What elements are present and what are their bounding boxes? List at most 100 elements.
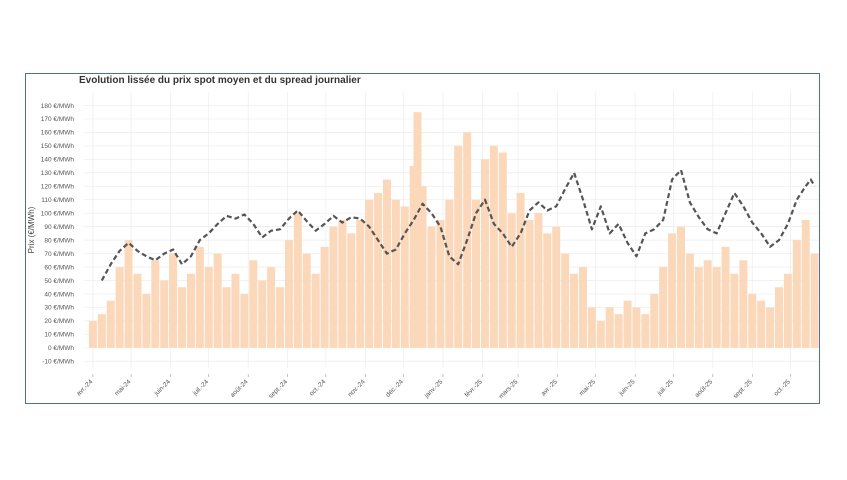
spread-bar xyxy=(543,233,552,348)
spread-bar xyxy=(703,260,712,348)
spread-bar xyxy=(267,267,276,348)
spread-bar xyxy=(338,219,347,348)
spread-bar xyxy=(347,233,356,348)
spread-bar xyxy=(293,213,302,348)
spread-bar xyxy=(160,280,169,348)
spread-bar xyxy=(570,273,579,348)
spread-bar xyxy=(329,226,338,348)
y-tick-label: 60 €/MWh xyxy=(44,264,74,271)
spread-bar xyxy=(418,186,427,348)
spread-bar xyxy=(480,159,489,348)
x-tick-label: avr.-24 xyxy=(75,378,94,397)
spread-bar xyxy=(578,267,587,348)
spread-bar xyxy=(472,199,481,348)
spread-bar xyxy=(748,293,757,348)
spread-bar xyxy=(561,253,570,348)
x-tick-label: juil.-24 xyxy=(191,378,210,397)
spread-bar xyxy=(623,300,632,348)
y-tick-label: 40 €/MWh xyxy=(44,291,74,298)
x-tick-label: mars-25 xyxy=(498,378,520,400)
x-tick-label: nov.-24 xyxy=(347,378,367,398)
y-axis-label: Prix (€/MWh) xyxy=(27,206,36,253)
spread-bar xyxy=(774,287,784,348)
spread-bar xyxy=(133,273,142,348)
spread-bar xyxy=(676,226,685,348)
x-tick-label: août-24 xyxy=(229,378,250,399)
spread-bar xyxy=(249,260,258,348)
spread-bar xyxy=(231,273,240,348)
x-tick-label: août-25 xyxy=(694,378,715,399)
chart-frame: -10 €/MWh 0 €/MWh 10 €/MWh 20 €/MWh 30 €/MWh… xyxy=(25,73,820,404)
spread-bar xyxy=(311,273,320,348)
spread-bar xyxy=(276,287,285,348)
y-tick-label: 140 €/MWh xyxy=(41,157,75,164)
spread-bar xyxy=(534,213,543,348)
spread-bar xyxy=(489,145,498,348)
y-tick-label: 170 €/MWh xyxy=(41,116,75,123)
spread-bar xyxy=(801,219,810,348)
y-tick-label: 110 €/MWh xyxy=(41,197,74,204)
spread-bar xyxy=(810,253,819,348)
spread-bar xyxy=(204,267,213,348)
spread-bar xyxy=(498,152,507,348)
spread-bar xyxy=(391,199,400,348)
y-tick-label: 160 €/MWh xyxy=(41,130,75,137)
y-tick-label: 70 €/MWh xyxy=(44,251,74,258)
spread-bar xyxy=(792,240,801,348)
spread-bar xyxy=(694,267,703,348)
spread-bar xyxy=(614,314,623,348)
x-tick-label: mai-25 xyxy=(578,378,597,397)
y-tick-label: 90 €/MWh xyxy=(44,224,74,231)
y-tick-label: 80 €/MWh xyxy=(44,237,74,244)
spread-bar xyxy=(783,273,792,348)
y-tick-label: 0 €/MWh xyxy=(48,345,74,352)
spread-bar xyxy=(445,199,454,348)
spread-bar xyxy=(302,253,311,348)
y-tick-label: 10 €/MWh xyxy=(44,332,74,339)
spread-bar xyxy=(151,260,160,348)
spread-bar xyxy=(757,300,766,348)
y-tick-label: 20 €/MWh xyxy=(44,318,74,325)
x-tick-label: oct.-24 xyxy=(308,378,327,397)
y-tick-label: 120 €/MWh xyxy=(41,184,75,191)
spread-bar xyxy=(712,267,721,348)
spread-bar xyxy=(436,219,445,348)
y-tick-label: 50 €/MWh xyxy=(44,278,74,285)
spread-bar xyxy=(88,320,97,348)
spread-bar xyxy=(186,273,195,348)
spread-bar xyxy=(97,314,106,348)
y-tick-label: 130 €/MWh xyxy=(41,170,75,177)
x-tick-label: sept.-24 xyxy=(268,378,290,400)
y-tick-label: 100 €/MWh xyxy=(41,210,75,217)
x-tick-label: mai-24 xyxy=(114,378,133,397)
spread-bar xyxy=(516,192,525,348)
x-tick-label: oct.-25 xyxy=(773,378,792,397)
spread-bar xyxy=(650,293,659,348)
spread-bar xyxy=(169,253,178,348)
x-tick-label: janv.-25 xyxy=(423,378,445,400)
spread-bar xyxy=(659,267,668,348)
y-tick-label: 150 €/MWh xyxy=(41,143,75,150)
spread-bar xyxy=(240,293,249,348)
spread-bar xyxy=(632,307,641,348)
spread-bar xyxy=(721,246,730,348)
spread-bar xyxy=(374,192,383,348)
y-tick-label: -10 €/MWh xyxy=(42,359,74,366)
x-tick-label: juin-25 xyxy=(617,378,637,398)
y-tick-label: 30 €/MWh xyxy=(44,305,74,312)
x-tick-label: avr.-25 xyxy=(540,378,559,397)
spread-bar xyxy=(525,219,534,348)
spread-bar xyxy=(730,273,739,348)
spread-bar xyxy=(413,112,422,348)
spread-bar xyxy=(142,293,151,348)
spread-bar xyxy=(195,246,204,348)
spread-bar xyxy=(115,267,124,348)
spread-bar xyxy=(106,300,115,348)
spread-bar xyxy=(178,287,187,348)
chart-svg: -10 €/MWh 0 €/MWh 10 €/MWh 20 €/MWh 30 €/MWh… xyxy=(27,92,819,400)
spread-bar xyxy=(124,240,133,348)
spread-bar xyxy=(213,253,222,348)
spread-bar xyxy=(454,145,463,348)
spread-bar xyxy=(552,226,561,348)
price-line xyxy=(100,168,816,282)
